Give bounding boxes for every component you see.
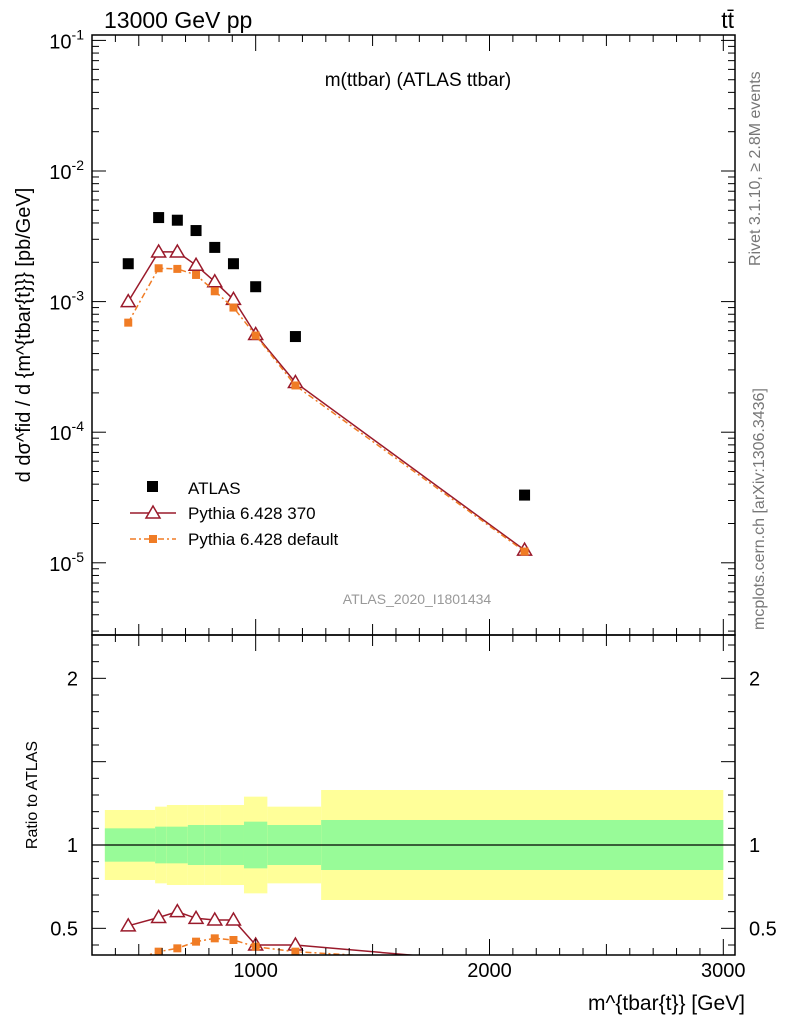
pythia-6-428-370-point <box>150 243 167 258</box>
pythia-6-428-370-point <box>119 293 137 308</box>
mcplots-label: mcplots.cern.ch [arXiv:1306.3436] <box>751 388 768 630</box>
pythia-6-428-default-ratio-point <box>291 947 300 955</box>
atlas-point <box>171 214 183 226</box>
ratio-y-tick-label-right: 2 <box>749 668 760 690</box>
pythia-6-428-default-point <box>251 331 260 340</box>
ratio-y-tick-label-left: 2 <box>67 668 78 690</box>
x-tick-label: 3000 <box>701 960 746 982</box>
pythia-6-428-370-ratio-point <box>169 903 186 918</box>
pythia-6-428-default-ratio-point <box>210 934 219 943</box>
atlas-point <box>519 489 531 501</box>
pythia-6-428-370-ratio-line <box>128 910 419 955</box>
atlas-point <box>153 212 165 224</box>
pythia-6-428-370-point <box>206 273 224 288</box>
atlas-point <box>190 225 202 237</box>
pythia-6-428-370-point <box>169 243 186 258</box>
x-tick-label: 1000 <box>233 960 278 982</box>
main-y-tick-label: 10-2 <box>49 157 84 184</box>
main-y-tick-label: 10-4 <box>49 418 84 445</box>
pythia-6-428-default-ratio-point <box>229 936 238 944</box>
ratio-y-axis-label: Ratio to ATLAS <box>24 741 41 849</box>
main-y-tick-label: 10-5 <box>49 549 84 576</box>
pythia-6-428-default-point <box>192 270 201 279</box>
legend: ATLAS Pythia 6.428 370 Pythia 6.428 defa… <box>130 479 339 549</box>
legend-marker-pythia-default <box>149 535 157 543</box>
pythia-6-428-370-point <box>187 256 205 271</box>
legend-label-pythia-default: Pythia 6.428 default <box>188 530 339 549</box>
watermark-label: ATLAS_2020_I1801434 <box>343 591 492 607</box>
atlas-point <box>122 258 134 270</box>
main-y-axis-label: d dσ^fid / d {m^{tbar{t}}} [pb/GeV] <box>13 188 35 483</box>
pythia-6-428-default-point <box>154 264 163 273</box>
atlas-point <box>227 258 239 270</box>
pythia-6-428-370-ratio-point <box>150 909 167 924</box>
atlas-point <box>209 241 221 253</box>
axis-tick-labels: 10-1 10-2 10-3 10-4 10-5 0.5 0.5 1 1 2 2 1000 2000 30… <box>49 26 777 982</box>
legend-marker-pythia-370 <box>144 504 162 519</box>
pythia-6-428-default-point <box>124 318 133 327</box>
header-left-label: 13000 GeV pp <box>104 7 252 33</box>
pythia-6-428-default-ratio-point <box>154 947 163 955</box>
main-series-layer <box>119 212 533 556</box>
pythia-6-428-370-ratio-point <box>518 958 532 970</box>
pythia-6-428-default-ratio-point <box>124 958 132 966</box>
pythia-6-428-default-point <box>210 287 219 296</box>
rivet-version-label: Rivet 3.1.10, ≥ 2.8M events <box>747 71 764 266</box>
pythia-6-428-default-point <box>229 303 238 312</box>
pythia-6-428-default-point <box>520 547 529 556</box>
main-y-tick-label: 10-1 <box>49 26 84 53</box>
atlas-point <box>250 281 262 293</box>
plot-title: m(ttbar) (ATLAS ttbar) <box>325 70 512 91</box>
ratio-y-tick-label-right: 1 <box>749 835 760 857</box>
pythia-6-428-default-ratio-point <box>192 937 201 946</box>
pythia-6-428-default-line <box>127 267 526 553</box>
ratio-y-tick-label-right: 0.5 <box>749 918 777 940</box>
ratio-uncertainty-bands <box>104 790 724 900</box>
pythia-6-428-default-ratio-point <box>521 961 529 969</box>
legend-label-atlas: ATLAS <box>188 479 241 498</box>
pythia-6-428-default-ratio-point <box>173 944 182 953</box>
pythia-6-428-default-point <box>173 264 182 273</box>
ratio-y-tick-label-left: 0.5 <box>50 918 78 940</box>
header-right-label: tt̄ <box>721 7 734 33</box>
axis-ticks <box>91 35 735 955</box>
atlas-point <box>289 331 301 343</box>
ratio-series-layer <box>119 903 532 970</box>
legend-label-pythia-370: Pythia 6.428 370 <box>188 504 316 523</box>
ratio-y-tick-label-left: 1 <box>67 835 78 857</box>
main-y-tick-label: 10-3 <box>49 288 84 315</box>
pythia-6-428-default-point <box>291 381 300 390</box>
pythia-6-428-370-ratio-point <box>119 917 137 932</box>
pythia-6-428-370-ratio-point <box>225 911 242 926</box>
pythia-6-428-default-ratio-line <box>146 937 366 955</box>
pythia-6-428-370-ratio-point <box>206 911 224 926</box>
x-axis-label: m^{tbar{t}} [GeV] <box>588 992 745 1015</box>
legend-marker-atlas <box>147 481 158 492</box>
pythia-6-428-370-ratio-point <box>187 909 205 925</box>
x-tick-label: 2000 <box>467 960 512 982</box>
